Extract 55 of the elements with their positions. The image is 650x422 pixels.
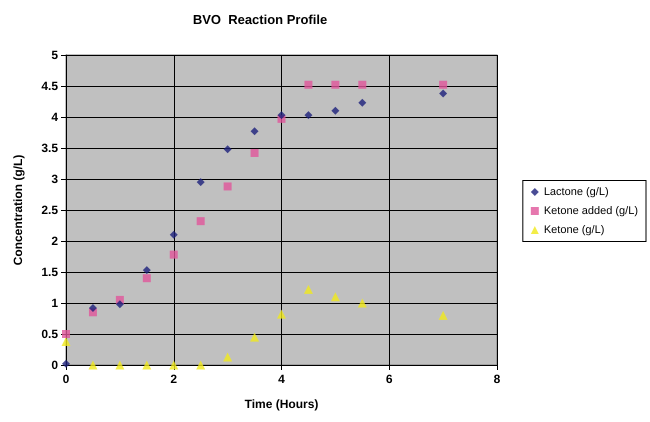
point [170, 230, 178, 239]
point [331, 80, 340, 89]
point [223, 352, 232, 362]
x-tick-label: 6 [386, 372, 393, 386]
point [196, 178, 205, 186]
point [88, 360, 98, 370]
y-tick-label: 2 [51, 234, 58, 248]
point [278, 111, 286, 120]
y-tick-label: 1.5 [41, 265, 58, 279]
x-tick-label: 4 [278, 372, 286, 386]
x-tick-label: 0 [62, 372, 70, 386]
y-tick-label: 4.5 [41, 79, 58, 93]
chart-title: BVO Reaction Profile [192, 12, 328, 27]
x-tick-label: 8 [494, 372, 501, 386]
point [304, 111, 312, 120]
point [142, 274, 151, 282]
point [224, 145, 232, 154]
point [196, 217, 205, 226]
legend-label: Ketone (g/L) [544, 224, 604, 236]
point [170, 250, 178, 259]
point [277, 310, 286, 319]
point [438, 310, 448, 320]
point [62, 336, 70, 346]
point [331, 106, 340, 115]
point [142, 360, 152, 370]
point [142, 266, 151, 274]
y-tick-label: 3.5 [41, 141, 58, 155]
point [304, 80, 312, 89]
y-tick-label: 0.5 [41, 327, 58, 341]
y-axis-title: Concentration (g/L) [11, 154, 25, 266]
x-tick-label: 2 [170, 372, 178, 386]
x-axis-title: Time (Hours) [244, 397, 318, 411]
point [250, 127, 259, 136]
point [358, 80, 366, 89]
point [196, 360, 206, 370]
point [250, 148, 259, 157]
y-tick-label: 3 [51, 172, 58, 186]
legend-label: Lactone (g/L) [544, 186, 609, 198]
y-tick-label: 0 [51, 358, 58, 372]
point [330, 292, 340, 302]
y-tick-label: 4 [51, 110, 58, 124]
y-tick-label: 1 [51, 296, 58, 310]
point [358, 98, 366, 107]
y-tick-label: 5 [51, 48, 58, 62]
point [304, 284, 313, 294]
point [115, 360, 124, 370]
point [358, 298, 367, 308]
point [224, 182, 232, 190]
point [116, 300, 124, 308]
legend-label: Ketone added (g/L) [544, 205, 638, 217]
point [439, 80, 448, 89]
point [439, 89, 448, 98]
point [88, 304, 97, 312]
point [250, 332, 260, 342]
y-tick-label: 2.5 [41, 203, 58, 217]
